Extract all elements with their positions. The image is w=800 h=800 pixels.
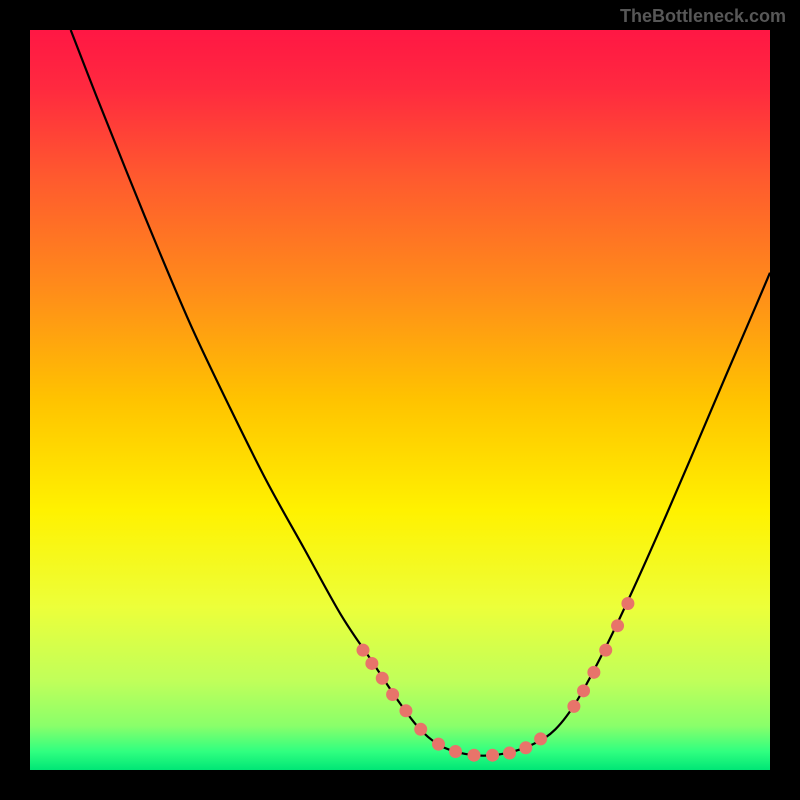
plot-area [30, 30, 770, 770]
bottleneck-curve [71, 30, 770, 756]
marker-dot [503, 746, 516, 759]
marker-dot [432, 738, 445, 751]
marker-dot [567, 700, 580, 713]
marker-group [357, 597, 635, 762]
marker-dot [365, 657, 378, 670]
marker-dot [577, 684, 590, 697]
marker-dot [611, 619, 624, 632]
marker-dot [399, 704, 412, 717]
curve-layer [30, 30, 770, 770]
marker-dot [599, 644, 612, 657]
marker-dot [621, 597, 634, 610]
marker-dot [587, 666, 600, 679]
marker-dot [519, 741, 532, 754]
marker-dot [357, 644, 370, 657]
marker-dot [414, 723, 427, 736]
marker-dot [449, 745, 462, 758]
marker-dot [376, 672, 389, 685]
marker-dot [468, 749, 481, 762]
marker-dot [486, 749, 499, 762]
watermark-text: TheBottleneck.com [620, 6, 786, 27]
marker-dot [386, 688, 399, 701]
marker-dot [534, 732, 547, 745]
